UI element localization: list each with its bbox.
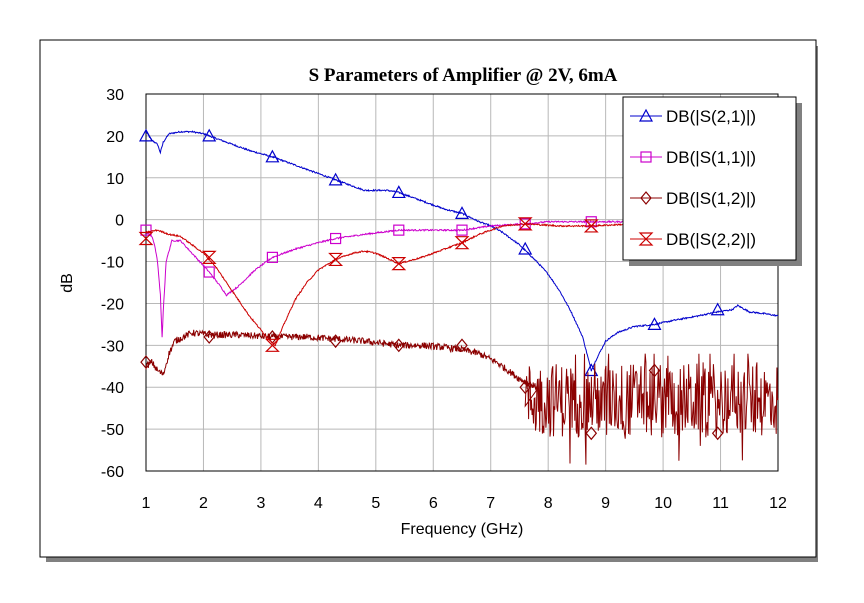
x-tick-label: 2 xyxy=(199,495,208,512)
plot-border xyxy=(145,93,779,472)
data-marker-square xyxy=(456,224,468,236)
x-tick-label: 6 xyxy=(429,495,438,512)
data-marker-hourglass xyxy=(391,257,407,271)
x-tick-label: 8 xyxy=(544,495,553,512)
data-marker-triangle xyxy=(202,128,217,142)
data-marker-hourglass xyxy=(517,217,533,231)
data-marker-square xyxy=(393,224,405,236)
data-marker-hourglass xyxy=(264,338,280,352)
data-marker-triangle xyxy=(391,185,406,199)
data-marker-diamond xyxy=(203,330,215,344)
y-tick-label: 10 xyxy=(106,171,124,188)
data-marker-hourglass xyxy=(638,232,654,246)
data-marker-triangle xyxy=(647,317,662,330)
x-tick-label: 4 xyxy=(314,495,323,512)
chart-title: S Parameters of Amplifier @ 2V, 6mA xyxy=(309,65,618,86)
x-tick-label: 3 xyxy=(256,495,265,512)
data-marker-square xyxy=(266,251,278,263)
series-db-s-1-2 xyxy=(140,329,779,465)
x-tick-label: 5 xyxy=(371,495,380,512)
data-marker-triangle xyxy=(518,241,533,255)
legend-entry[interactable]: DB(|S(2,1)|) xyxy=(630,107,756,126)
x-tick-label: 7 xyxy=(486,495,495,512)
y-axis-label: dB xyxy=(59,273,76,293)
legend-label: DB(|S(2,2)|) xyxy=(666,230,756,249)
data-marker-diamond xyxy=(585,426,598,441)
data-marker-diamond xyxy=(456,338,468,353)
legend[interactable]: DB(|S(2,1)|) DB(|S(1,1)|) DB(|S(1,2)|) DB(|… xyxy=(622,96,802,266)
data-marker-triangle xyxy=(638,108,654,122)
plot-area xyxy=(138,128,779,465)
data-marker-diamond xyxy=(519,380,531,395)
data-marker-hourglass xyxy=(454,236,470,250)
y-tick-label: 20 xyxy=(106,129,124,146)
y-tick-label: -50 xyxy=(101,422,124,439)
series-db-s-2-1 xyxy=(138,128,779,377)
data-marker-hourglass xyxy=(583,219,599,233)
x-axis-ticks: 1 2 3 4 5 6 7 8 9 10 11 12 xyxy=(142,495,787,512)
y-tick-label: -20 xyxy=(101,296,124,313)
x-tick-label: 11 xyxy=(712,495,729,512)
y-tick-label: 0 xyxy=(115,213,124,230)
data-marker-square xyxy=(330,232,342,245)
data-marker-diamond xyxy=(140,355,152,370)
y-tick-label: -40 xyxy=(101,380,124,397)
legend-entry[interactable]: DB(|S(2,2)|) xyxy=(630,230,756,249)
data-marker-triangle xyxy=(328,172,343,186)
legend-label: DB(|S(2,1)|) xyxy=(666,107,756,126)
data-marker-hourglass xyxy=(328,252,344,267)
legend-entry[interactable]: DB(|S(1,1)|) xyxy=(630,148,756,167)
data-marker-diamond xyxy=(648,363,661,378)
legend-label: DB(|S(1,1)|) xyxy=(666,148,756,167)
data-marker-diamond xyxy=(640,191,652,205)
series-line xyxy=(145,329,779,465)
x-tick-label: 9 xyxy=(601,495,610,512)
data-marker-square xyxy=(140,224,152,236)
data-marker-diamond xyxy=(711,426,724,441)
y-tick-label: -30 xyxy=(101,338,124,355)
x-axis-label: Frequency (GHz) xyxy=(401,521,524,538)
y-tick-label: -10 xyxy=(101,255,124,272)
x-tick-label: 12 xyxy=(769,495,787,512)
data-marker-diamond xyxy=(329,334,342,349)
y-axis-ticks: 30 20 10 0 -10 -20 -30 -40 -50 -60 xyxy=(101,87,124,481)
data-marker-square xyxy=(640,151,652,163)
y-tick-label: -60 xyxy=(101,464,124,481)
y-tick-label: 30 xyxy=(106,87,124,104)
data-marker-diamond xyxy=(393,338,405,353)
data-marker-hourglass xyxy=(138,231,154,246)
legend-label: DB(|S(1,2)|) xyxy=(666,189,756,208)
data-marker-square xyxy=(203,266,215,278)
data-marker-hourglass xyxy=(201,250,217,264)
data-marker-triangle xyxy=(265,149,280,163)
data-marker-triangle xyxy=(710,302,725,316)
series-line xyxy=(145,130,779,372)
x-tick-label: 10 xyxy=(654,495,672,512)
data-marker-triangle xyxy=(454,206,470,219)
x-tick-label: 1 xyxy=(142,495,151,512)
legend-entry[interactable]: DB(|S(1,2)|) xyxy=(630,189,756,208)
data-marker-triangle xyxy=(138,128,154,142)
